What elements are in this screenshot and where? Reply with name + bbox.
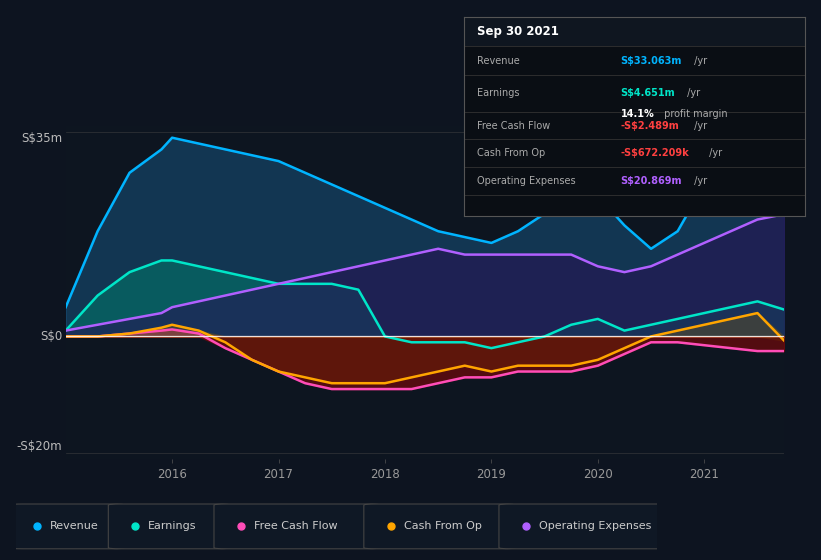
FancyBboxPatch shape — [108, 504, 230, 549]
Text: Operating Expenses: Operating Expenses — [478, 176, 576, 186]
Text: Cash From Op: Cash From Op — [404, 521, 481, 531]
Text: Revenue: Revenue — [50, 521, 99, 531]
Text: S$0: S$0 — [40, 330, 62, 343]
Text: Revenue: Revenue — [478, 55, 521, 66]
Text: /yr: /yr — [691, 121, 708, 130]
Bar — [464, 17, 805, 45]
Text: /yr: /yr — [691, 176, 708, 186]
FancyBboxPatch shape — [364, 504, 515, 549]
FancyBboxPatch shape — [214, 504, 380, 549]
Text: Cash From Op: Cash From Op — [478, 148, 546, 158]
Text: /yr: /yr — [706, 148, 722, 158]
Text: profit margin: profit margin — [662, 109, 728, 119]
Text: -S$20m: -S$20m — [16, 440, 62, 454]
FancyBboxPatch shape — [10, 504, 124, 549]
Text: Operating Expenses: Operating Expenses — [539, 521, 651, 531]
Text: Earnings: Earnings — [148, 521, 196, 531]
Text: S$4.651m: S$4.651m — [621, 88, 675, 98]
Text: Earnings: Earnings — [478, 88, 520, 98]
Text: S$33.063m: S$33.063m — [621, 55, 682, 66]
Text: Free Cash Flow: Free Cash Flow — [478, 121, 551, 130]
Text: S$20.869m: S$20.869m — [621, 176, 682, 186]
Text: Sep 30 2021: Sep 30 2021 — [478, 25, 559, 38]
Text: Free Cash Flow: Free Cash Flow — [254, 521, 337, 531]
FancyBboxPatch shape — [499, 504, 695, 549]
Text: S$35m: S$35m — [21, 132, 62, 145]
Text: -S$2.489m: -S$2.489m — [621, 121, 679, 130]
Text: -S$672.209k: -S$672.209k — [621, 148, 690, 158]
Text: /yr: /yr — [684, 88, 700, 98]
Text: 14.1%: 14.1% — [621, 109, 654, 119]
Text: /yr: /yr — [691, 55, 708, 66]
